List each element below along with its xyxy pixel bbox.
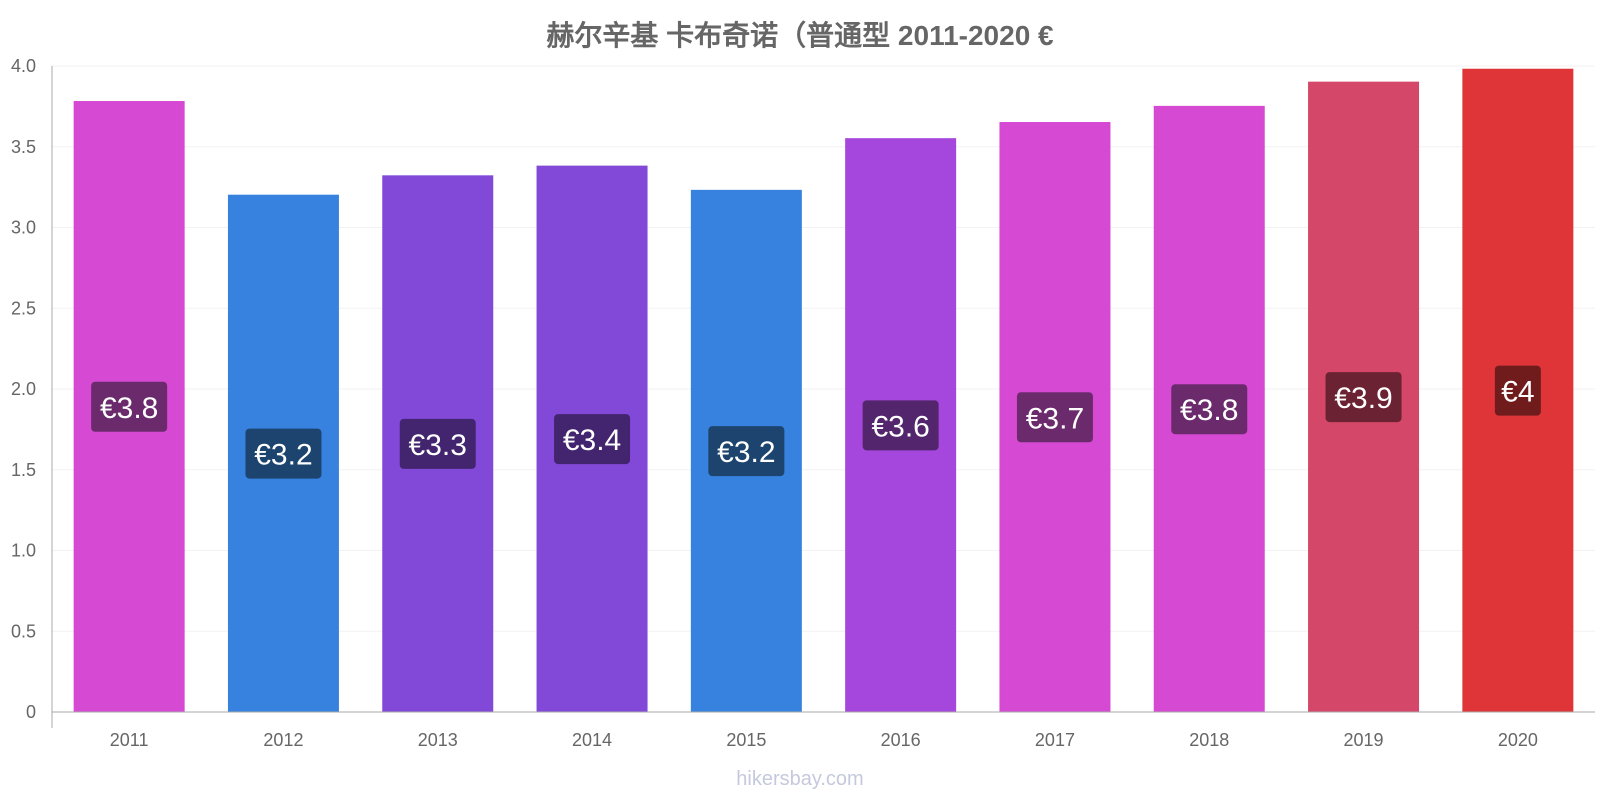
y-tick-label: 4.0 bbox=[11, 56, 36, 76]
data-label-bg bbox=[245, 428, 322, 479]
data-label: €3.7 bbox=[1026, 402, 1084, 435]
axes bbox=[51, 66, 1595, 728]
x-tick-label: 2020 bbox=[1498, 730, 1538, 750]
data-label: €3.4 bbox=[563, 424, 621, 457]
data-label: €3.8 bbox=[1180, 394, 1238, 427]
y-tick-label: 2.0 bbox=[11, 379, 36, 399]
x-tick-label: 2017 bbox=[1035, 730, 1075, 750]
y-tick-label: 1.0 bbox=[11, 541, 36, 561]
data-labels: €3.8 €3.2 €3.3 €3.4 €3.2 €3.6 €3.7 €3.8 €3.9 €4 bbox=[91, 365, 1541, 479]
data-label: €4 bbox=[1501, 376, 1534, 409]
x-tick-label: 2016 bbox=[881, 730, 921, 750]
x-tick-label: 2014 bbox=[572, 730, 612, 750]
x-tick-label: 2019 bbox=[1344, 730, 1384, 750]
x-tick-label: 2015 bbox=[726, 730, 766, 750]
data-label-bg bbox=[1325, 372, 1402, 423]
data-label-bg bbox=[1171, 384, 1248, 435]
x-tick-label: 2013 bbox=[418, 730, 458, 750]
y-tick-label: 1.5 bbox=[11, 460, 36, 480]
x-tick-labels: 2011 2012 2013 2014 2015 2016 2017 2018 2019 2020 bbox=[110, 730, 1538, 750]
data-label: €3.2 bbox=[254, 439, 312, 472]
data-label-bg bbox=[399, 418, 476, 469]
data-label-bg bbox=[91, 381, 168, 432]
data-label-bg bbox=[1494, 365, 1541, 416]
data-label: €3.9 bbox=[1334, 382, 1392, 415]
y-tick-labels: 0 0.5 1.0 1.5 2.0 2.5 3.0 3.5 4.0 bbox=[11, 56, 36, 722]
x-tick-label: 2011 bbox=[110, 730, 149, 750]
y-tick-label: 0 bbox=[26, 702, 36, 722]
data-label-bg bbox=[1016, 392, 1093, 443]
data-label: €3.8 bbox=[100, 392, 158, 425]
data-label: €3.6 bbox=[871, 410, 929, 443]
y-tick-label: 3.5 bbox=[11, 137, 36, 157]
data-label-bg bbox=[862, 400, 939, 451]
data-label-bg bbox=[708, 426, 785, 477]
x-tick-label: 2018 bbox=[1189, 730, 1229, 750]
watermark: hikersbay.com bbox=[736, 768, 864, 790]
y-tick-label: 0.5 bbox=[11, 621, 36, 641]
data-label: €3.2 bbox=[717, 436, 775, 469]
data-label-bg bbox=[554, 414, 631, 465]
chart-title: 赫尔辛基 卡布奇诺（普通型 2011-2020 € bbox=[546, 20, 1054, 51]
y-tick-label: 3.0 bbox=[11, 218, 36, 238]
data-label: €3.3 bbox=[409, 429, 467, 462]
y-tick-label: 2.5 bbox=[11, 298, 36, 318]
x-tick-label: 2012 bbox=[263, 730, 303, 750]
